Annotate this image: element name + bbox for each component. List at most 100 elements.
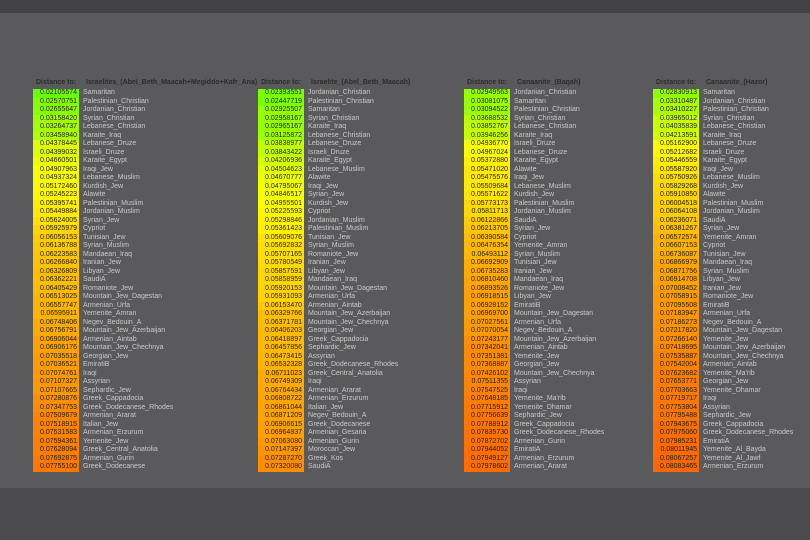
- distance-row: 0.07426102 Mountain_Jew_Chechnya: [464, 369, 646, 378]
- bottom-bar: [0, 488, 810, 540]
- distance-value: 0.03094522: [464, 106, 510, 115]
- distance-value: 0.06735283: [464, 267, 510, 276]
- distance-row: 0.02105574 Samaritan: [33, 89, 245, 98]
- distance-row: 0.06381267 Syrian_Jew: [653, 225, 809, 234]
- distance-value: 0.05829268: [653, 182, 699, 191]
- population-label: Tunisian_Jew: [83, 233, 126, 241]
- population-label: Kurdish_Jew: [83, 182, 124, 190]
- distance-value: 0.05395741: [33, 199, 79, 208]
- population-label: Syrian_Muslim: [83, 242, 129, 249]
- distance-row: 0.04035839 Lebanese_Christian: [653, 123, 809, 132]
- population-label: Iraqi_Jew: [308, 182, 338, 190]
- population-label: Yemenite_Jew: [83, 437, 129, 445]
- distance-row: 0.04670777 Alawite: [258, 174, 456, 183]
- distance-row: 0.06866979 Mandaean_Iraq: [653, 259, 809, 268]
- population-label: Greek_Central_Anatolia: [83, 446, 158, 453]
- population-label: Assyrian: [514, 378, 541, 385]
- distance-row: 0.06914708 Libyan_Jew: [653, 276, 809, 285]
- distance-row: 0.04936770 Israeli_Druze: [464, 140, 646, 149]
- population-label: Iranian_Jew: [514, 267, 552, 275]
- distance-row: 0.06861044 Italian_Jew: [258, 403, 456, 412]
- distance-value: 0.07342041: [464, 344, 510, 353]
- distance-row: 0.03081075 Samaritan: [464, 97, 646, 106]
- distance-row: 0.06223583 Mandaean_Iraq: [33, 250, 245, 259]
- distance-row: 0.07795488 Sephardic_Jew: [653, 412, 809, 421]
- distance-value: 0.06906615: [258, 420, 304, 429]
- population-label: Armenian_Gurin: [83, 454, 134, 462]
- population-label: Karaite_Iraq: [308, 123, 347, 130]
- distance-value: 0.06513025: [33, 293, 79, 302]
- distance-value: 0.04035839: [653, 123, 699, 132]
- distance-row: 0.05449884 Jordanian_Muslim: [33, 208, 245, 217]
- distance-value: 0.07653771: [653, 378, 699, 387]
- distance-value: 0.06866979: [653, 259, 699, 268]
- distance-row: 0.07753804 Assyrian: [653, 403, 809, 412]
- distance-row: 0.05212682 Israeli_Druze: [653, 148, 809, 157]
- target-population-name: Israelite_(Abel_Beth_Maacah): [311, 79, 411, 86]
- distance-value: 0.07347753: [33, 403, 79, 412]
- distance-row: 0.06004518 Palestinian_Muslim: [653, 199, 809, 208]
- distance-value: 0.07692875: [33, 454, 79, 463]
- population-label: Iraqi: [308, 378, 322, 385]
- distance-row: 0.05692832 Syrian_Muslim: [258, 242, 456, 251]
- population-label: Lebanese_Christian: [703, 123, 766, 130]
- population-label: Samaritan: [83, 89, 115, 96]
- distance-value: 0.07755100: [33, 463, 79, 472]
- distance-value: 0.06871209: [258, 412, 304, 421]
- distance-value: 0.04399032: [33, 148, 79, 157]
- distance-value: 0.05372880: [464, 157, 510, 166]
- distance-value: 0.07542004: [653, 361, 699, 370]
- population-label: Armenian_Urfa: [514, 318, 562, 326]
- distance-row: 0.06810460 Mandaean_Iraq: [464, 276, 646, 285]
- population-label: Alawite: [514, 165, 537, 173]
- population-label: EmiratiA: [514, 446, 541, 453]
- distance-value: 0.07036521: [33, 361, 79, 370]
- panel-header: Distance to: Canaanite_(Baqah): [464, 78, 646, 88]
- distance-value: 0.07035518: [33, 352, 79, 361]
- population-label: Lebanese_Druze: [308, 140, 362, 147]
- distance-row: 0.02965167 Karaite_Iraq: [258, 123, 456, 132]
- population-label: Palestinian_Christian: [703, 106, 769, 113]
- distance-row: 0.07719717 Iraqi: [653, 395, 809, 404]
- population-label: Lebanese_Christian: [308, 131, 371, 139]
- population-label: Greek_Cappadocia: [308, 335, 369, 343]
- distance-value: 0.04907963: [33, 165, 79, 174]
- population-label: Syrian_Muslim: [703, 267, 749, 275]
- population-label: Romaniote_Jew: [703, 293, 754, 300]
- distance-row: 0.05750926 Lebanese_Muslim: [653, 174, 809, 183]
- population-label: Greek_Dodecanese: [83, 463, 146, 470]
- distance-value: 0.05212682: [653, 148, 699, 157]
- distance-row: 0.06893526 Romaniote_Jew: [464, 284, 646, 293]
- population-label: Armenian_Aintab: [308, 301, 362, 309]
- population-label: Tunisian_Jew: [514, 259, 557, 266]
- population-label: Syrian_Jew: [514, 225, 551, 232]
- distance-row: 0.02949563 Jordanian_Christian: [464, 89, 646, 98]
- population-label: Mountain_Jew_Dagestan: [703, 327, 782, 334]
- distance-value: 0.06749309: [258, 378, 304, 387]
- distance-row: 0.06371781 Mountain_Jew_Chechnya: [258, 318, 456, 327]
- population-label: Yemenite_Jew: [703, 335, 749, 343]
- distance-row: 0.06266840 Iranian_Jew: [33, 259, 245, 268]
- distance-row: 0.03094522 Palestinian_Christian: [464, 106, 646, 115]
- distance-value: 0.07426102: [464, 369, 510, 378]
- distance-value: 0.05692832: [258, 242, 304, 251]
- distance-row: 0.05931093 Armenian_Urfa: [258, 293, 456, 302]
- distance-value: 0.02393551: [258, 89, 304, 98]
- distance-value: 0.05471020: [464, 165, 510, 174]
- distance-value: 0.05509684: [464, 182, 510, 191]
- population-label: Jordanian_Muslim: [703, 208, 760, 215]
- population-label: Samaritan: [514, 97, 546, 105]
- population-label: Palestinian_Muslim: [308, 225, 369, 232]
- population-label: Kurdish_Jew: [308, 199, 349, 207]
- distance-value: 0.07795488: [653, 412, 699, 421]
- population-label: Palestinian_Muslim: [514, 199, 575, 207]
- distance-value: 0.06405429: [33, 284, 79, 293]
- distance-row: 0.06572574 Yemenite_Amran: [653, 233, 809, 242]
- distance-value: 0.07280876: [33, 395, 79, 404]
- population-label: Greek_Cappadocia: [83, 395, 144, 402]
- distance-row: 0.05857591 Libyan_Jew: [258, 267, 456, 276]
- distance-row: 0.06871756 Syrian_Muslim: [653, 267, 809, 276]
- population-label: Libyan_Jew: [514, 293, 551, 300]
- distance-value: 0.07063080: [258, 437, 304, 446]
- distance-value: 0.07872702: [464, 437, 510, 446]
